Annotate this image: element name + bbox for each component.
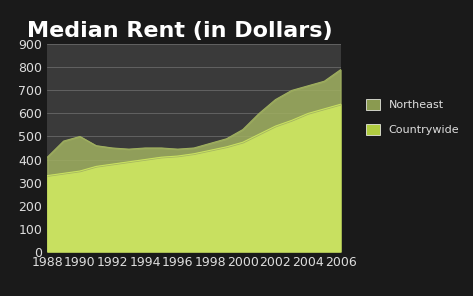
Text: Median Rent (in Dollars): Median Rent (in Dollars) (27, 21, 333, 41)
Legend: Northeast, Countrywide: Northeast, Countrywide (361, 93, 465, 141)
